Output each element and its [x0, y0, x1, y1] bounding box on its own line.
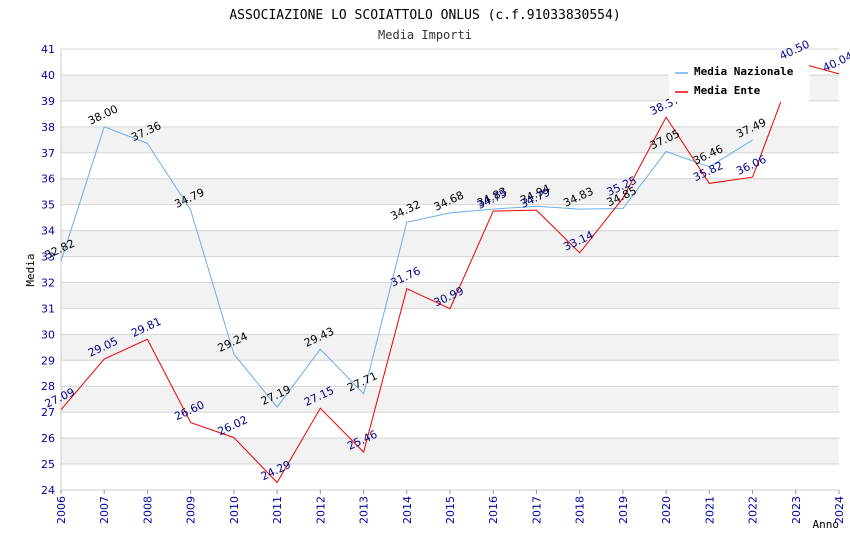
legend-box	[669, 60, 809, 102]
legend-label-media-ente: Media Ente	[694, 84, 761, 97]
series-lines	[60, 61, 840, 484]
x-tick-label: 2015	[444, 496, 457, 524]
legend: Media Nazionale Media Ente	[669, 60, 809, 102]
data-label: 36.06	[734, 153, 768, 178]
y-tick-label: 34	[41, 225, 55, 238]
data-label: 40.50	[778, 38, 812, 63]
y-tick-label: 28	[41, 380, 55, 393]
grid-band	[61, 334, 839, 361]
x-tick-label: 2007	[98, 496, 111, 524]
grid-band	[61, 438, 839, 465]
x-tick-label: 2006	[55, 496, 68, 524]
y-tick-label: 31	[41, 302, 55, 315]
chart-title: ASSOCIAZIONE LO SCOIATTOLO ONLUS (c.f.91…	[229, 8, 620, 23]
chart-subtitle: Media Importi	[378, 28, 472, 42]
y-axis-label: Media	[24, 253, 37, 286]
y-tick-label: 38	[41, 121, 55, 134]
y-tick-label: 30	[41, 328, 55, 341]
x-tick-label: 2022	[747, 496, 760, 524]
data-label: 38.00	[86, 102, 120, 127]
x-tick-label: 2021	[703, 496, 716, 524]
y-tick-label: 41	[41, 43, 55, 56]
x-tick-label: 2016	[487, 496, 500, 524]
y-tick-label: 29	[41, 354, 55, 367]
x-tick-label: 2008	[141, 496, 154, 524]
x-axis-label: Anno	[813, 518, 840, 531]
data-label: 26.02	[216, 413, 250, 438]
y-tick-label: 27	[41, 406, 55, 419]
x-tick-label: 2014	[401, 496, 414, 524]
x-tick-label: 2011	[271, 496, 284, 524]
series-line-media-ente	[60, 61, 840, 484]
grid-band	[61, 230, 839, 257]
y-tick-label: 35	[41, 199, 55, 212]
y-tick-labels: 24 25 26 27 28 29 30 31 32 33 34 35 36 37 38 39 40 41	[41, 43, 55, 497]
y-tick-label: 25	[41, 458, 55, 471]
axes	[60, 49, 840, 494]
x-tick-label: 2013	[358, 496, 371, 524]
y-tick-label: 40	[41, 69, 55, 82]
y-tick-label: 36	[41, 173, 55, 186]
x-tick-labels: 2006 2007 2008 2009 2010 2011 2012 2013 2014 2015…	[55, 496, 846, 524]
x-tick-label: 2020	[660, 496, 673, 524]
series-line-media-nazionale	[60, 126, 753, 409]
grid-band	[61, 386, 839, 413]
x-tick-label: 2023	[790, 496, 803, 524]
data-labels: 32.8238.0037.3634.7929.2427.1929.4327.71…	[43, 38, 850, 484]
y-tick-label: 26	[41, 432, 55, 445]
data-label: 32.82	[43, 237, 77, 262]
plot-background-bands	[61, 74, 839, 465]
y-tick-label: 24	[41, 484, 55, 497]
x-tick-label: 2010	[228, 496, 241, 524]
x-tick-label: 2024	[833, 496, 846, 524]
x-tick-label: 2012	[314, 496, 327, 524]
legend-label-media-nazionale: Media Nazionale	[694, 65, 794, 78]
grid-band	[61, 282, 839, 309]
grid-lines	[61, 48, 839, 491]
y-tick-label: 39	[41, 95, 55, 108]
grid-band	[61, 126, 839, 153]
y-tick-label: 37	[41, 147, 55, 160]
x-tick-label: 2019	[617, 496, 630, 524]
y-tick-label: 33	[41, 251, 55, 264]
data-label: 40.04	[821, 50, 850, 75]
y-tick-label: 32	[41, 276, 55, 289]
x-tick-label: 2017	[530, 496, 543, 524]
x-tick-label: 2018	[574, 496, 587, 524]
x-tick-label: 2009	[185, 496, 198, 524]
